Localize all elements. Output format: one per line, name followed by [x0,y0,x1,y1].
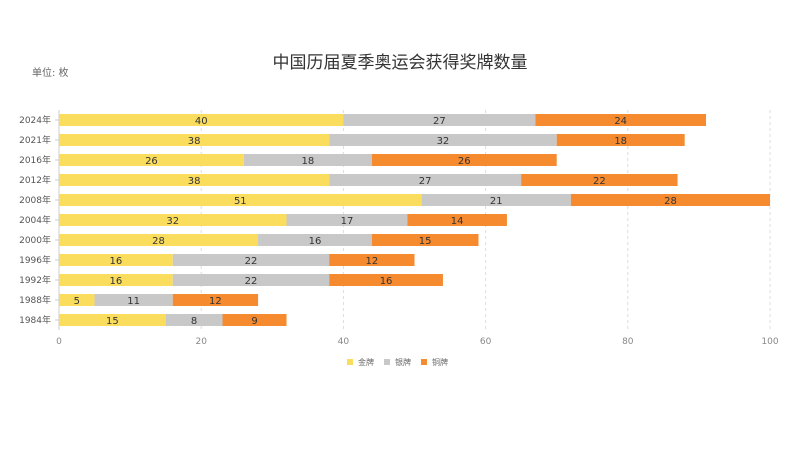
category-label: 2016年 [19,154,51,166]
data-label: 26 [145,156,158,167]
chart-title: 中国历届夏季奥运会获得奖牌数量 [272,53,528,73]
bar-silver [243,154,372,166]
x-tick-label: 80 [622,337,634,347]
data-label: 22 [245,256,258,267]
bar-bronze [222,314,287,326]
bar-silver [286,214,408,226]
category-label: 1996年 [19,254,51,266]
legend-swatch [347,359,353,365]
bar-bronze [329,254,415,266]
category-label: 1992年 [19,274,51,286]
category-label: 2004年 [19,214,51,226]
data-label: 40 [195,116,208,127]
bar-bronze [556,134,685,146]
x-tick-label: 40 [338,337,350,347]
bar-silver [172,254,330,266]
bar-gold [59,154,244,166]
data-label: 27 [433,116,446,127]
bar-bronze [172,294,259,306]
data-label: 12 [365,256,378,267]
data-label: 22 [593,176,606,187]
legend-swatch [384,359,390,365]
bar-silver [165,314,223,326]
bar-silver [258,234,372,246]
legend-swatch [421,359,427,365]
bar-silver [94,294,173,306]
data-label: 21 [490,196,503,207]
unit-label: 单位: 枚 [32,68,69,79]
legend-label: 金牌 [358,357,374,367]
legend-label: 铜牌 [432,357,448,367]
data-label: 16 [380,276,393,287]
bar-silver [421,194,571,206]
data-label: 8 [191,316,197,327]
bar-gold [59,134,330,146]
data-label: 38 [188,136,201,147]
category-label: 1988年 [19,294,51,306]
bar-gold [59,234,259,246]
data-label: 32 [166,216,179,227]
data-label: 17 [341,216,354,227]
x-tick-label: 60 [480,337,492,347]
bar-gold [59,294,95,306]
data-label: 18 [614,136,627,147]
legend-label: 银牌 [395,357,411,367]
data-label: 26 [458,156,471,167]
bar-bronze [535,114,707,126]
bar-bronze [329,274,443,286]
data-label: 38 [188,176,201,187]
category-label: 2000年 [19,234,51,246]
data-label: 15 [106,316,119,327]
data-label: 28 [152,236,165,247]
data-label: 32 [437,136,450,147]
data-label: 51 [234,196,247,207]
data-label: 18 [301,156,314,167]
bar-bronze [371,234,479,246]
category-label: 2012年 [19,174,51,186]
x-tick-label: 0 [56,337,62,347]
data-label: 5 [74,296,80,307]
data-label: 16 [309,236,322,247]
data-label: 16 [110,256,123,267]
data-label: 12 [209,296,222,307]
bar-gold [59,194,422,206]
data-label: 16 [110,276,123,287]
bar-gold [59,214,287,226]
x-tick-label: 100 [761,337,778,347]
bar-bronze [570,194,770,206]
category-label: 1984年 [19,314,51,326]
bar-bronze [371,154,557,166]
bar-gold [59,254,173,266]
bar-gold [59,314,166,326]
data-label: 28 [664,196,677,207]
category-label: 2024年 [19,114,51,126]
data-label: 22 [245,276,258,287]
data-label: 14 [451,216,464,227]
data-label: 24 [614,116,627,127]
data-label: 15 [419,236,432,247]
bar-silver [343,114,536,126]
data-label: 9 [251,316,257,327]
category-label: 2008年 [19,194,51,206]
data-label: 11 [127,296,140,307]
x-tick-label: 20 [195,337,207,347]
bar-gold [59,174,330,186]
bar-silver [329,174,522,186]
bar-silver [329,134,557,146]
bar-bronze [521,174,678,186]
bar-gold [59,274,173,286]
bar-bronze [407,214,507,226]
bar-gold [59,114,344,126]
bar-silver [172,274,330,286]
data-label: 27 [419,176,432,187]
category-label: 2021年 [19,134,51,146]
